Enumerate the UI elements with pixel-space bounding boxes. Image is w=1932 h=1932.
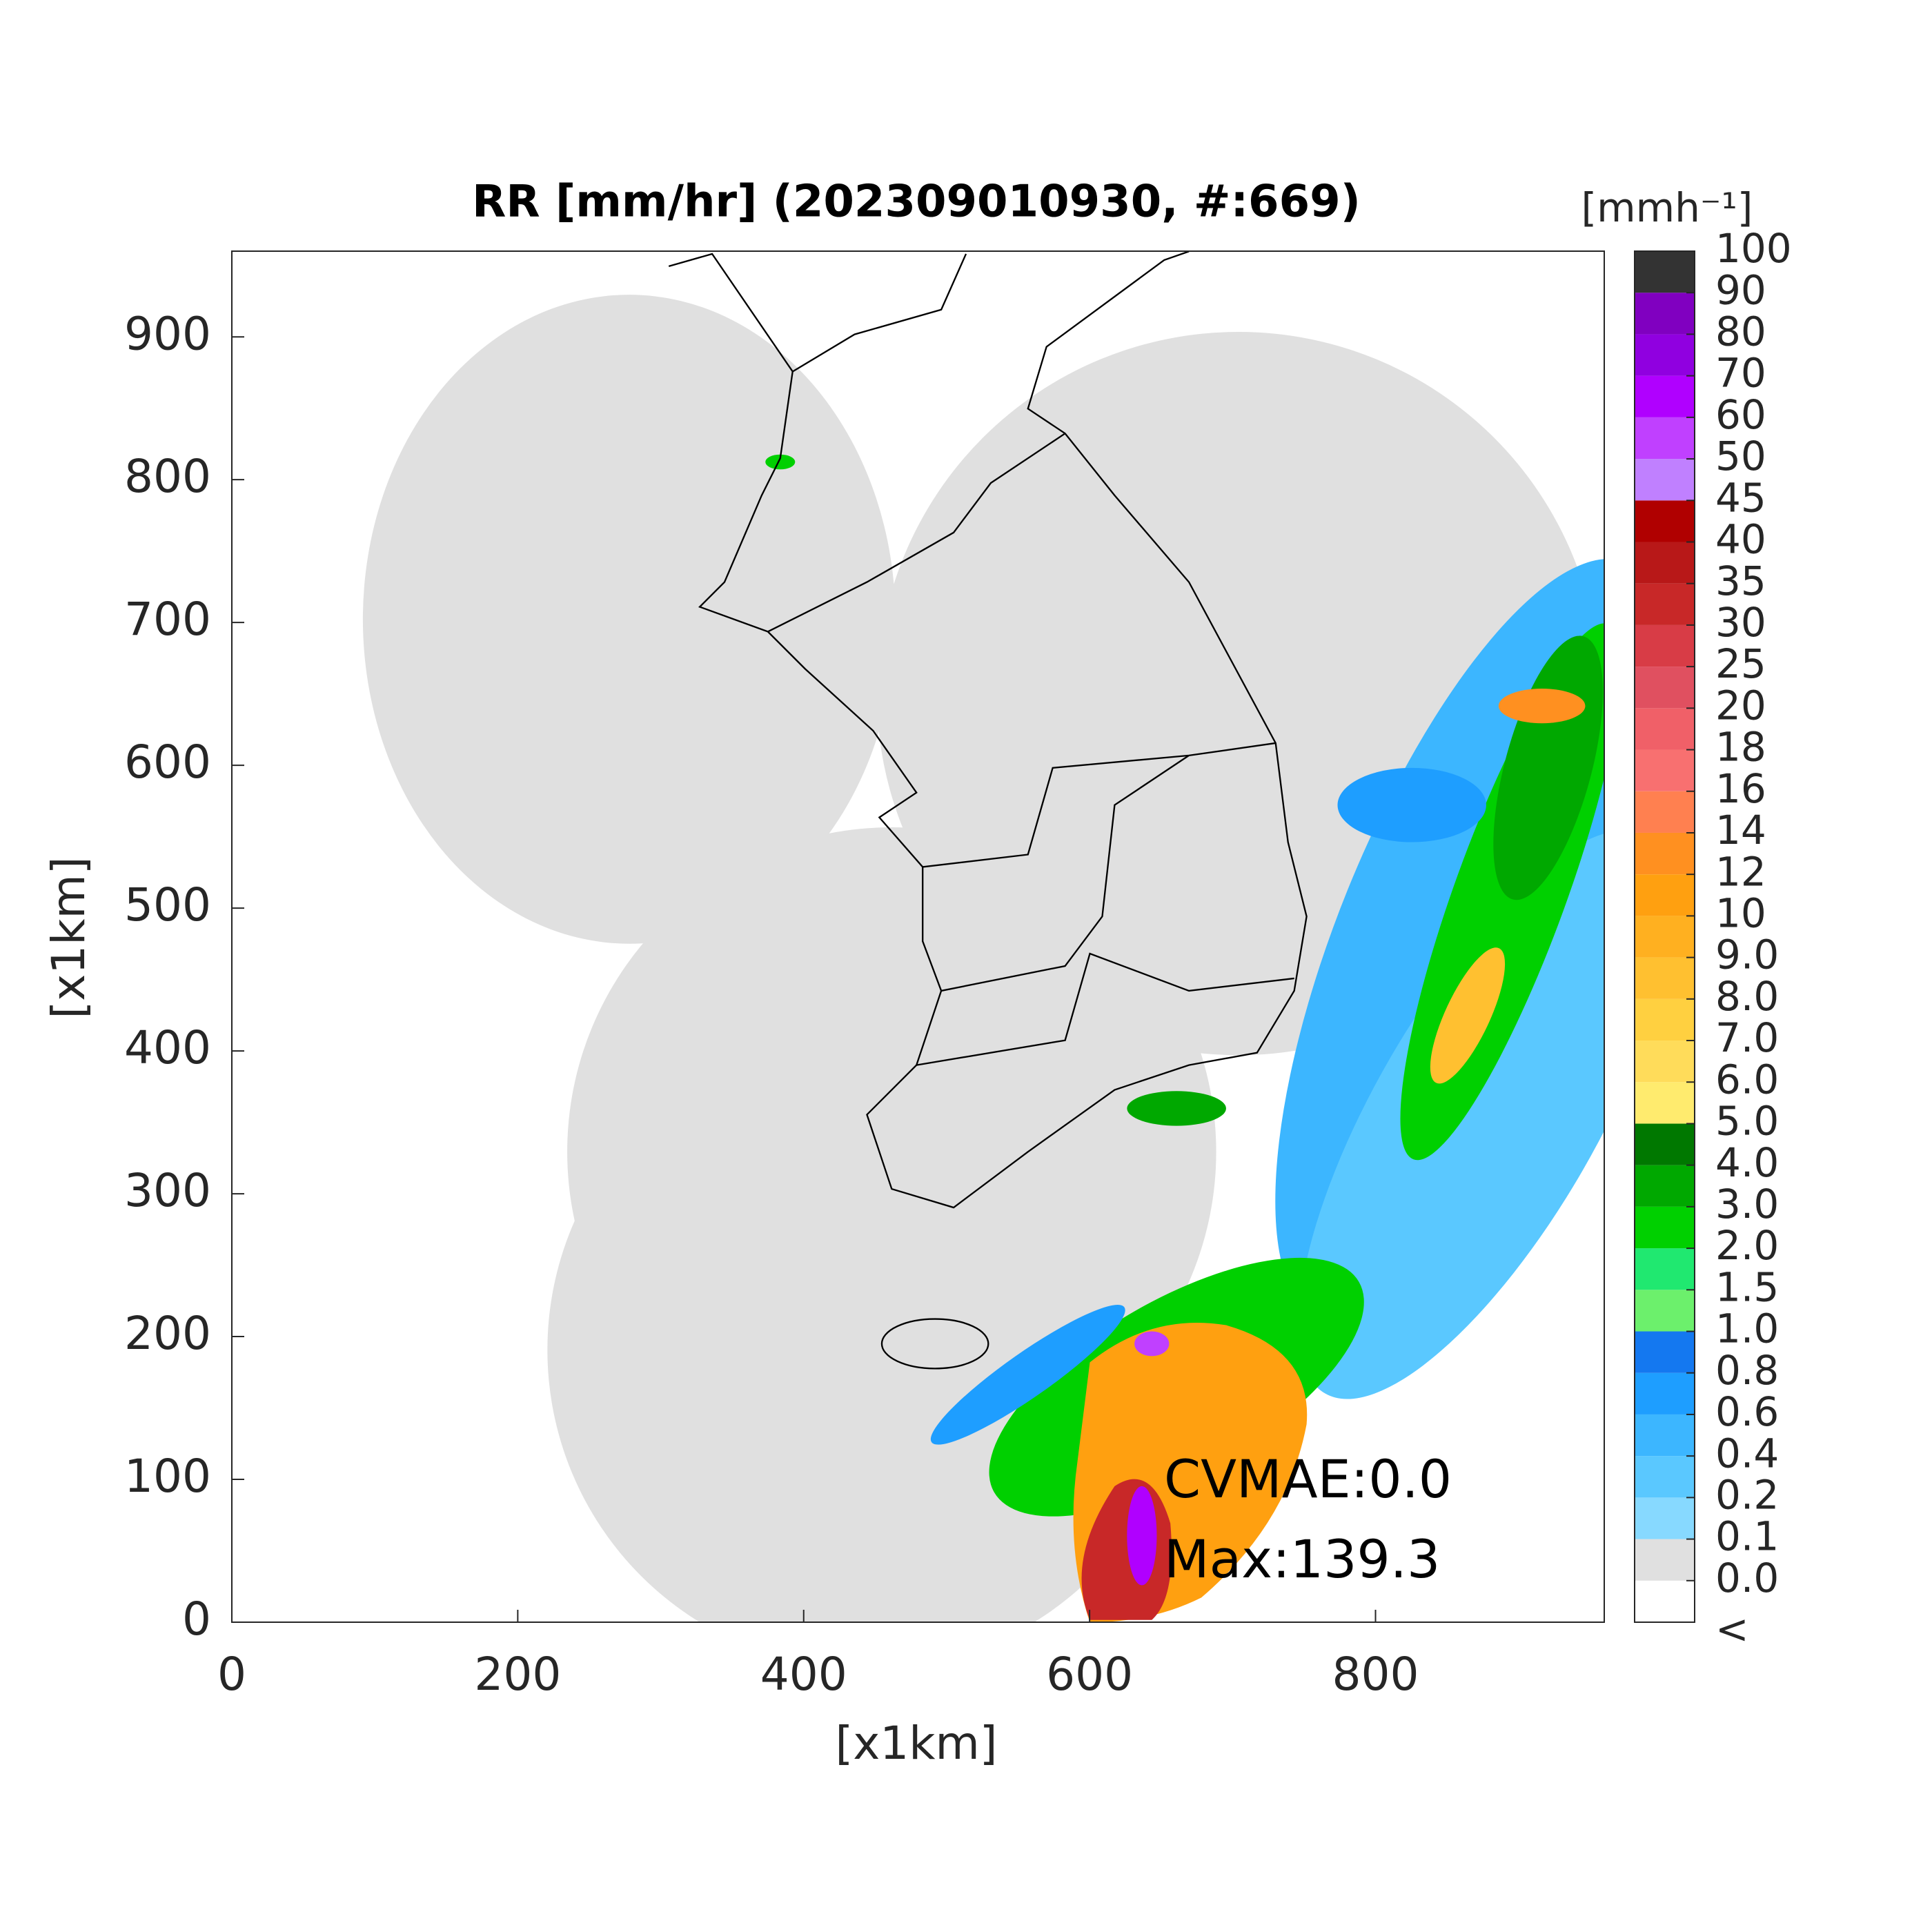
colorbar-tick-label: 10 (1715, 890, 1766, 937)
colorbar-bin (1635, 708, 1695, 750)
colorbar-tick-label: 80 (1715, 308, 1766, 355)
colorbar-bin (1635, 293, 1695, 335)
colorbar-title: [mmh⁻¹] (1581, 184, 1753, 231)
colorbar-tick-label: 40 (1715, 516, 1766, 563)
colorbar-tick-label: 14 (1715, 807, 1766, 854)
y-tick-label: 900 (124, 307, 211, 360)
colorbar-tick-label: 30 (1715, 599, 1766, 646)
colorbar-tick-label: 0.1 (1715, 1513, 1779, 1560)
colorbar-tick-label: 0.8 (1715, 1347, 1779, 1394)
annotation: CVMAE:0.0 (1164, 1448, 1452, 1510)
y-tick-label: 400 (124, 1021, 211, 1074)
colorbar-tick-label: 90 (1715, 266, 1766, 313)
colorbar-bin (1635, 832, 1695, 875)
colorbar-bin (1635, 1456, 1695, 1498)
map-layer (362, 251, 1604, 1623)
colorbar-bin (1635, 459, 1695, 501)
y-tick-label: 100 (124, 1450, 211, 1503)
colorbar-tick-label: 0.6 (1715, 1388, 1779, 1435)
axes-box (231, 250, 1605, 1623)
colorbar-tick-label: 18 (1715, 724, 1766, 771)
colorbar-bin (1635, 1580, 1695, 1622)
colorbar-tick-label: 7.0 (1715, 1014, 1779, 1061)
colorbar-bin (1635, 1497, 1695, 1539)
colorbar-bin (1635, 542, 1695, 584)
x-axis-label: [x1km] (835, 1717, 997, 1770)
y-tick-label: 600 (124, 736, 211, 789)
colorbar-bin (1635, 1248, 1695, 1290)
colorbar-tick-label: 0.2 (1715, 1471, 1779, 1518)
colorbar-box (1634, 250, 1695, 1623)
colorbar-bin (1635, 916, 1695, 958)
colorbar-bin (1635, 583, 1695, 625)
colorbar-bin (1635, 998, 1695, 1041)
colorbar-bin (1635, 1041, 1695, 1083)
colorbar-tick-label: 45 (1715, 474, 1766, 521)
colorbar-tick-label: 100 (1715, 225, 1792, 272)
x-tick-label: 400 (760, 1648, 847, 1701)
y-tick-label: 500 (124, 878, 211, 931)
colorbar-tick-label: 0.4 (1715, 1430, 1779, 1477)
colorbar-bin (1635, 957, 1695, 999)
colorbar-bin (1635, 667, 1695, 709)
y-tick-label: 0 (182, 1593, 211, 1646)
colorbar-tick-label: 0.0 (1715, 1555, 1779, 1601)
colorbar-bin (1635, 749, 1695, 791)
colorbar-tick-label: 20 (1715, 682, 1766, 729)
colorbar-tick-label: 70 (1715, 350, 1766, 397)
colorbar-bin (1635, 1331, 1695, 1373)
colorbar-tick-label: 4.0 (1715, 1139, 1779, 1186)
y-axis-label: [x1km] (42, 856, 95, 1018)
colorbar-tick-label: 1.0 (1715, 1305, 1779, 1352)
colorbar-bin (1635, 1165, 1695, 1207)
colorbar-bin (1635, 500, 1695, 542)
colorbar-tick-label: 2.0 (1715, 1222, 1779, 1269)
colorbar-tick-label: 9.0 (1715, 931, 1779, 978)
annotation: Max:139.3 (1164, 1528, 1440, 1590)
coastline (668, 251, 1308, 1370)
colorbar-bin (1635, 1539, 1695, 1581)
colorbar-bin (1635, 1206, 1695, 1249)
colorbar-bin (1635, 1414, 1695, 1457)
colorbar-bin (1635, 1082, 1695, 1124)
rain-field (765, 454, 1604, 1623)
colorbar-tick-label: 12 (1715, 848, 1766, 895)
y-tick-label: 300 (124, 1164, 211, 1217)
colorbar-bin (1635, 417, 1695, 460)
x-tick-label: 200 (474, 1648, 561, 1701)
colorbar-tick-label: 50 (1715, 433, 1766, 480)
colorbar-bin (1635, 791, 1695, 833)
colorbar-tick-label: 3.0 (1715, 1181, 1779, 1228)
x-tick-label: 0 (217, 1648, 246, 1701)
colorbar-tick-label: 60 (1715, 391, 1766, 438)
y-tick-label: 700 (124, 593, 211, 646)
x-tick-label: 600 (1046, 1648, 1133, 1701)
colorbar-tick-label: 6.0 (1715, 1056, 1779, 1103)
colorbar-bin (1635, 334, 1695, 376)
colorbar-bin (1635, 874, 1695, 916)
colorbar-under-label: < (1715, 1606, 1749, 1653)
colorbar-tick-label: 16 (1715, 765, 1766, 812)
y-tick-label: 200 (124, 1307, 211, 1360)
colorbar-bin (1635, 375, 1695, 417)
colorbar-bin (1635, 1290, 1695, 1332)
colorbar-bin (1635, 624, 1695, 667)
x-tick-label: 800 (1332, 1648, 1419, 1701)
colorbar-tick-label: 1.5 (1715, 1263, 1779, 1310)
y-tick-label: 800 (124, 450, 211, 503)
colorbar-bin (1635, 1123, 1695, 1165)
chart-title: RR [mm/hr] (202309010930, #:669) (472, 177, 1361, 228)
colorbar-tick-label: 8.0 (1715, 973, 1779, 1020)
colorbar-tick-label: 25 (1715, 640, 1766, 687)
colorbar-tick-label: 35 (1715, 558, 1766, 604)
colorbar-tick-label: 5.0 (1715, 1098, 1779, 1145)
colorbar-bin (1635, 251, 1695, 293)
colorbar-bin (1635, 1372, 1695, 1414)
